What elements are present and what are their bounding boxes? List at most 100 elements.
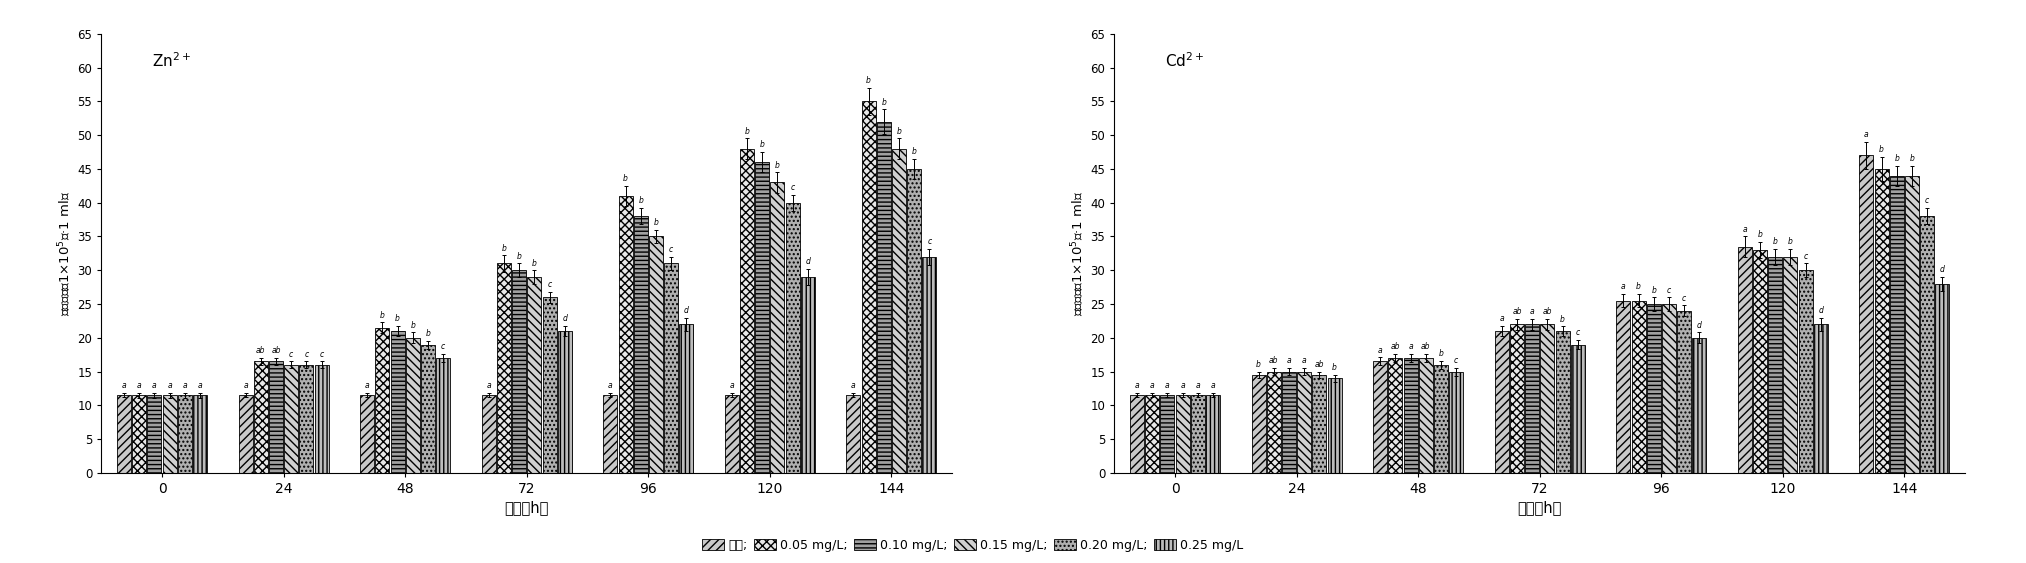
Text: b: b [1637,282,1641,291]
Bar [1449,372,1463,473]
Bar [1252,375,1266,473]
Bar [1935,284,1949,473]
Text: d: d [806,257,810,266]
Text: d: d [563,314,567,323]
Bar [405,338,419,473]
Bar [1145,395,1159,473]
Bar [1161,395,1175,473]
Text: b: b [654,218,658,227]
Text: a: a [138,381,142,390]
Text: b: b [1651,285,1655,294]
Text: c: c [790,183,794,192]
Bar [725,395,739,473]
Text: ab: ab [1268,356,1278,365]
Bar [1692,338,1706,473]
Text: b: b [1789,237,1793,246]
Text: b: b [898,127,902,136]
Text: ab: ab [1390,342,1400,351]
Bar [1799,270,1813,473]
Text: a: a [851,382,855,391]
Text: a: a [1151,382,1155,391]
Bar [1661,304,1676,473]
Bar [162,395,176,473]
Bar [1904,176,1919,473]
Text: c: c [304,350,308,359]
Text: a: a [1212,382,1216,391]
Bar [1509,324,1524,473]
Bar [1297,372,1311,473]
Y-axis label: 细胞密度（1×10$^5$个·1 ml）: 细胞密度（1×10$^5$个·1 ml） [1070,191,1086,316]
Text: a: a [168,381,172,390]
X-axis label: 时间（h）: 时间（h） [1517,500,1562,515]
Bar [618,196,632,473]
Bar [513,270,527,473]
Text: a: a [199,381,203,390]
Bar [648,236,663,473]
Bar [557,331,571,473]
Text: c: c [1455,356,1459,365]
Bar [314,365,328,473]
Text: b: b [1333,363,1337,372]
Bar [770,182,784,473]
Text: a: a [1195,382,1199,391]
Bar [300,365,314,473]
Text: a: a [365,382,369,391]
Text: b: b [411,321,415,330]
Bar [1890,176,1904,473]
Bar [1418,358,1432,473]
Bar [1313,375,1327,473]
Bar [421,345,436,473]
Bar [1131,395,1145,473]
Bar [665,263,679,473]
Text: ab: ab [1542,307,1552,316]
Text: a: a [486,382,490,391]
Bar [375,328,389,473]
Bar [496,263,511,473]
Text: b: b [1759,230,1763,239]
Text: b: b [517,252,521,261]
Bar [178,395,192,473]
Text: a: a [729,382,733,391]
Text: c: c [1682,294,1686,303]
Bar [861,101,875,473]
Bar [1570,345,1584,473]
Bar [1752,250,1767,473]
Text: c: c [547,280,551,289]
Text: a: a [608,382,612,391]
Text: a: a [1408,342,1412,351]
Text: a: a [1499,314,1503,323]
Text: c: c [442,342,446,351]
Bar [1540,324,1554,473]
Bar [284,365,298,473]
Bar [118,395,132,473]
Text: c: c [669,245,673,254]
Bar [604,395,618,473]
Bar [482,395,496,473]
Text: b: b [912,147,916,156]
Bar [527,277,541,473]
Text: c: c [320,350,324,359]
Bar [1526,324,1540,473]
Bar [253,361,267,473]
Text: c: c [1667,285,1671,294]
Text: b: b [425,329,430,338]
Bar [1874,169,1888,473]
Bar [1631,301,1645,473]
Text: b: b [502,244,506,253]
Bar [1921,216,1935,473]
Text: a: a [1165,382,1169,391]
Bar [543,297,557,473]
Text: c: c [928,237,932,246]
Bar [1266,372,1280,473]
Bar [1388,358,1402,473]
Bar [877,122,891,473]
Bar [1374,361,1388,473]
Legend: 对照;, 0.05 mg/L;, 0.10 mg/L;, 0.15 mg/L;, 0.20 mg/L;, 0.25 mg/L: 对照;, 0.05 mg/L;, 0.10 mg/L;, 0.15 mg/L;,… [697,534,1248,557]
Text: b: b [638,196,642,205]
Text: b: b [1894,154,1898,163]
Bar [922,257,936,473]
Text: a: a [1303,356,1307,365]
Bar [786,203,800,473]
Text: b: b [760,140,764,149]
Text: b: b [395,314,399,323]
